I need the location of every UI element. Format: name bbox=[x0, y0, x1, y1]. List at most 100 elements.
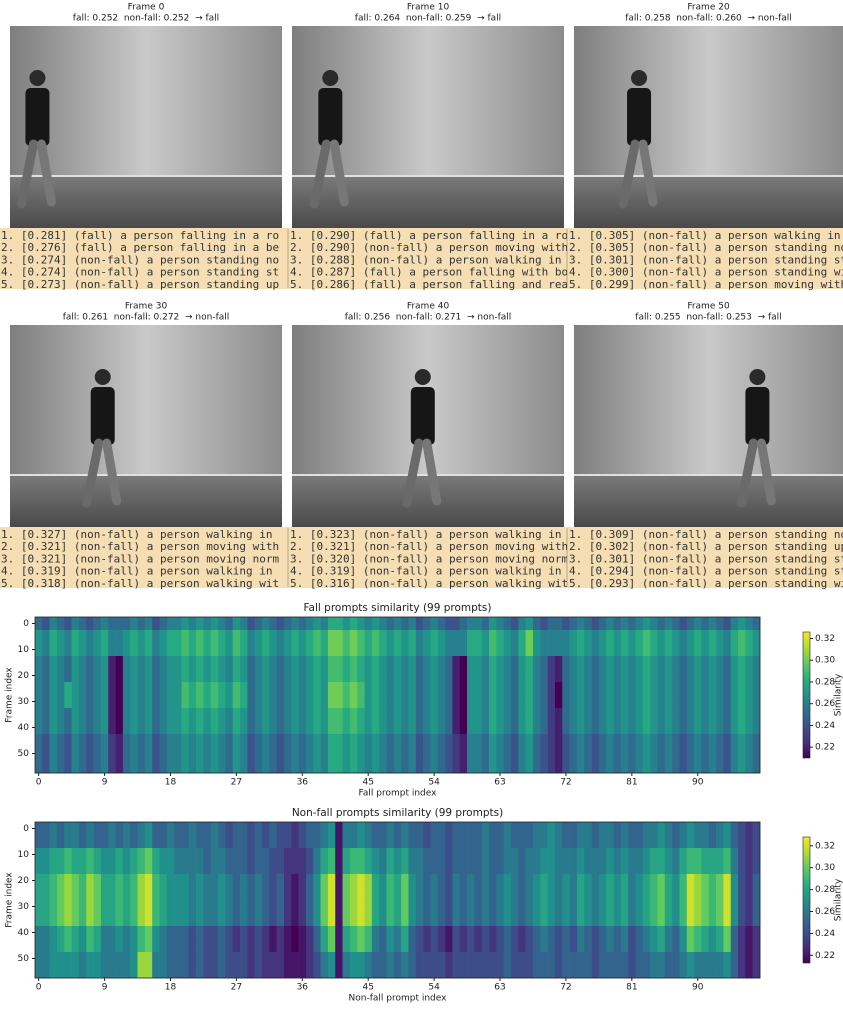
heatmap-cell bbox=[445, 643, 453, 656]
heatmap-cell bbox=[753, 669, 761, 682]
heatmap-cell bbox=[94, 734, 102, 747]
heatmap-cell bbox=[335, 913, 343, 926]
heatmap-cell bbox=[50, 747, 58, 760]
heatmap-cell bbox=[745, 708, 753, 721]
heatmap-cell bbox=[416, 721, 424, 734]
heatmap-cell bbox=[701, 760, 709, 773]
heatmap-cell bbox=[343, 656, 351, 669]
heatmap-cell bbox=[42, 926, 50, 939]
heatmap-cell bbox=[101, 900, 109, 913]
heatmap-cell bbox=[628, 734, 636, 747]
prompt-line: 3. [0.301] (non-fall) a person standing … bbox=[569, 253, 843, 266]
heatmap-cell bbox=[72, 669, 80, 682]
heatmap-cell bbox=[628, 874, 636, 887]
heatmap-cell bbox=[731, 965, 739, 978]
heatmap-cell bbox=[350, 721, 358, 734]
heatmap-cell bbox=[218, 861, 226, 874]
heatmap-cell bbox=[159, 708, 167, 721]
heatmap-cell bbox=[218, 913, 226, 926]
heatmap-cell bbox=[548, 835, 556, 848]
heatmap-cell bbox=[335, 682, 343, 695]
y-tick-label: 20 bbox=[18, 671, 30, 681]
heatmap-cell bbox=[657, 822, 665, 835]
heatmap-cell bbox=[614, 721, 622, 734]
heatmap-cell bbox=[562, 900, 570, 913]
heatmap-cell bbox=[299, 913, 307, 926]
heatmap-cell bbox=[401, 630, 409, 643]
heatmap-cell bbox=[592, 708, 600, 721]
heatmap-cell bbox=[145, 721, 153, 734]
heatmap-cell bbox=[672, 952, 680, 965]
heatmap-cell bbox=[130, 721, 138, 734]
heatmap-cell bbox=[269, 617, 277, 630]
heatmap-cell bbox=[511, 734, 519, 747]
heatmap-cell bbox=[123, 747, 131, 760]
heatmap-cell bbox=[94, 939, 102, 952]
heatmap-cell bbox=[694, 695, 702, 708]
heatmap-cell bbox=[189, 630, 197, 643]
heatmap-cell bbox=[233, 760, 241, 773]
prompt-line: 2. [0.290] (non-fall) a person moving wi… bbox=[290, 241, 568, 254]
heatmap-cell bbox=[101, 939, 109, 952]
heatmap-cell bbox=[555, 952, 563, 965]
heatmap-cell bbox=[672, 913, 680, 926]
heatmap-cell bbox=[321, 822, 329, 835]
heatmap-cell bbox=[116, 900, 124, 913]
heatmap-cell bbox=[438, 656, 446, 669]
heatmap-cell bbox=[679, 630, 687, 643]
heatmap-cell bbox=[621, 656, 629, 669]
heatmap-cell bbox=[387, 822, 395, 835]
heatmap-cell bbox=[218, 887, 226, 900]
heatmap-cell bbox=[467, 848, 475, 861]
heatmap-cell bbox=[731, 669, 739, 682]
heatmap-cell bbox=[430, 708, 438, 721]
heatmap-cell bbox=[50, 708, 58, 721]
heatmap-cell bbox=[189, 617, 197, 630]
heatmap-cell bbox=[401, 835, 409, 848]
heatmap-cell bbox=[394, 965, 402, 978]
heatmap-cell bbox=[189, 874, 197, 887]
heatmap-cell bbox=[504, 721, 512, 734]
heatmap-cell bbox=[672, 669, 680, 682]
heatmap-cell bbox=[482, 630, 490, 643]
heatmap-cell bbox=[584, 721, 592, 734]
heatmap-cell bbox=[291, 669, 299, 682]
heatmap-cell bbox=[445, 848, 453, 861]
heatmap-cell bbox=[394, 695, 402, 708]
heatmap-cell bbox=[621, 939, 629, 952]
person-torso bbox=[25, 88, 49, 146]
heatmap-cell bbox=[372, 913, 380, 926]
heatmap-cell bbox=[533, 861, 541, 874]
prompt-line: 2. [0.276] (fall) a person falling in a … bbox=[1, 241, 279, 254]
heatmap-cell bbox=[233, 939, 241, 952]
heatmap-cell bbox=[284, 874, 292, 887]
heatmap-cell bbox=[196, 861, 204, 874]
heatmap-cell bbox=[445, 861, 453, 874]
heatmap-cell bbox=[196, 695, 204, 708]
heatmap-cell bbox=[35, 734, 43, 747]
heatmap-cell bbox=[291, 617, 299, 630]
heatmap-cell bbox=[203, 656, 211, 669]
heatmap-cell bbox=[753, 887, 761, 900]
heatmap-cell bbox=[657, 656, 665, 669]
heatmap-cell bbox=[277, 861, 285, 874]
heatmap-cell bbox=[562, 965, 570, 978]
heatmap-cell bbox=[79, 669, 87, 682]
heatmap-cell bbox=[701, 861, 709, 874]
heatmap-cell bbox=[518, 721, 526, 734]
heatmap-cell bbox=[240, 861, 248, 874]
prompt-line: 4. [0.319] (non-fall) a person walking i… bbox=[290, 565, 562, 578]
heatmap-cell bbox=[277, 760, 285, 773]
heatmap-cell bbox=[262, 861, 270, 874]
heatmap-cell bbox=[511, 747, 519, 760]
heatmap-cell bbox=[321, 760, 329, 773]
heatmap-cell bbox=[672, 861, 680, 874]
heatmap-cell bbox=[562, 682, 570, 695]
heatmap-cell bbox=[636, 669, 644, 682]
heatmap-cell bbox=[570, 669, 578, 682]
heatmap-cell bbox=[64, 708, 72, 721]
heatmap-cell bbox=[562, 656, 570, 669]
heatmap-cell bbox=[533, 734, 541, 747]
heatmap-cell bbox=[745, 913, 753, 926]
heatmap-cell bbox=[621, 822, 629, 835]
